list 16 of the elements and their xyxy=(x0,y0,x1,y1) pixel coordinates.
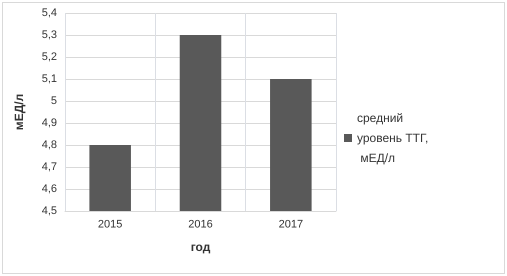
x-axis-title: год xyxy=(190,240,211,254)
y-tick-label: 5,2 xyxy=(42,51,57,63)
y-tick-label: 4,6 xyxy=(42,183,57,195)
x-tick-label: 2017 xyxy=(278,218,304,230)
y-axis-title: мЕД/л xyxy=(12,94,26,130)
y-tick-label: 4,5 xyxy=(42,205,57,217)
x-tick-label: 2015 xyxy=(98,218,122,230)
y-tick-label: 4,7 xyxy=(42,161,57,173)
y-tick-label: 5,4 xyxy=(42,7,57,19)
y-tick-label: 5,3 xyxy=(42,29,57,41)
legend-label: средний уровень ТТГ, мЕД/л xyxy=(357,111,428,165)
y-tick-label: 4,8 xyxy=(42,139,57,151)
y-tick-label: 5,1 xyxy=(42,73,57,85)
y-tick-label: 4,9 xyxy=(42,117,57,129)
y-tick-label: 5 xyxy=(50,95,57,107)
x-tick-label: 2016 xyxy=(188,218,213,230)
